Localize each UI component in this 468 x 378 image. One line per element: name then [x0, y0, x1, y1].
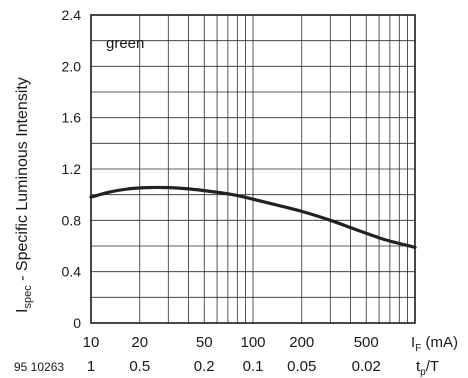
plot-frame — [90, 14, 416, 324]
x-tick-label: 100 — [240, 334, 265, 351]
y-axis-label-main: I — [14, 309, 31, 313]
y-tick-label: 2.4 — [62, 7, 82, 23]
x2-tick-label: 1 — [87, 358, 95, 375]
x2-axis-label-main: t — [416, 358, 421, 375]
x2-tick-label: 0.2 — [194, 358, 215, 375]
y-tick-label: 0.8 — [62, 212, 82, 228]
series-line-green — [89, 185, 417, 249]
grid-lines — [91, 15, 415, 323]
y-tick-label: 2.0 — [62, 58, 82, 74]
y-axis-label-rest: - Specific Luminous Intensity — [14, 77, 31, 285]
y-tick-label: 0.4 — [62, 264, 82, 280]
curve-layer — [89, 185, 417, 249]
x-tick-label: 10 — [83, 334, 100, 351]
x-tick-label: 200 — [289, 334, 314, 351]
x2-tick-label: 0.05 — [287, 358, 316, 375]
x-axis-label-rest: (mA) — [421, 334, 458, 351]
series-label-green: green — [106, 35, 144, 52]
y-tick-label: 0 — [73, 315, 81, 331]
figure-id: 95 10263 — [14, 360, 64, 374]
y-tick-label: 1.2 — [62, 161, 82, 177]
x-tick-label: 20 — [131, 334, 148, 351]
y-tick-label: 1.6 — [62, 110, 82, 126]
x-tick-labels: 10 20 50 100 200 500 — [83, 334, 379, 351]
y-tick-labels: 0 0.4 0.8 1.2 1.6 2.0 2.4 — [62, 7, 82, 331]
y-axis-label-sub: spec — [22, 285, 34, 309]
x2-tick-label: 0.5 — [129, 358, 150, 375]
x2-tick-labels: 1 0.5 0.2 0.1 0.05 0.02 — [87, 358, 381, 375]
x-axis-label-sub: F — [415, 343, 421, 354]
x2-axis-label-rest: /T — [426, 358, 439, 375]
x-tick-label: 500 — [354, 334, 379, 351]
x2-axis-label-sub: p — [420, 367, 426, 378]
x2-tick-label: 0.1 — [243, 358, 264, 375]
x2-axis-label: tp/T — [416, 358, 439, 378]
x2-tick-label: 0.02 — [352, 358, 381, 375]
x-axis-label-main: I — [411, 334, 415, 351]
x-axis-label: IF (mA) — [411, 334, 458, 354]
y-axis-label: Ispec - Specific Luminous Intensity — [14, 77, 34, 313]
x-tick-label: 50 — [196, 334, 213, 351]
